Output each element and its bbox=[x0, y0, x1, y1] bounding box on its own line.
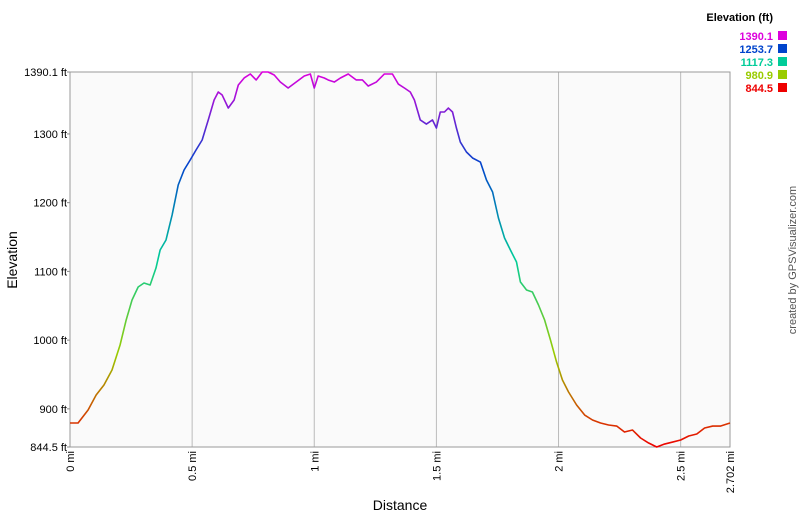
x-tick-label: 0.5 mi bbox=[187, 451, 199, 481]
legend-swatch bbox=[778, 83, 787, 92]
x-tick-label: 2.702 mi bbox=[725, 451, 737, 493]
y-tick-label: 1200 ft bbox=[33, 198, 67, 210]
legend-swatch bbox=[778, 57, 787, 66]
legend-swatch bbox=[778, 31, 787, 40]
legend-label: 844.5 bbox=[745, 83, 773, 95]
x-tick-label: 2 mi bbox=[554, 451, 566, 472]
y-tick-label: 1100 ft bbox=[34, 266, 67, 278]
x-tick-label: 2.5 mi bbox=[676, 451, 688, 481]
y-tick-label: 1390.1 ft bbox=[24, 67, 67, 79]
y-tick-label: 900 ft bbox=[39, 404, 67, 416]
x-tick-label: 1.5 mi bbox=[431, 451, 443, 481]
credit: created by GPSVisualizer.com bbox=[787, 186, 799, 334]
legend-label: 980.9 bbox=[745, 70, 773, 82]
legend-swatch bbox=[778, 44, 787, 53]
y-tick-label: 1300 ft bbox=[33, 129, 67, 141]
x-tick-label: 1 mi bbox=[309, 451, 321, 472]
y-tick-label: 844.5 ft bbox=[30, 442, 67, 454]
plot-border bbox=[69, 71, 731, 448]
y-tick-label: 1000 ft bbox=[33, 335, 67, 347]
legend-label: 1117.3 bbox=[741, 57, 773, 69]
legend-swatch bbox=[778, 70, 787, 79]
x-tick-label: 0 mi bbox=[65, 451, 77, 472]
legend-label: 1253.7 bbox=[739, 44, 773, 56]
plot-area bbox=[70, 72, 730, 447]
x-axis-title: Distance bbox=[373, 497, 428, 513]
legend-title: Elevation (ft) bbox=[706, 12, 773, 24]
legend-label: 1390.1 bbox=[739, 31, 773, 43]
y-axis-title: Elevation bbox=[4, 231, 20, 289]
elevation-line bbox=[70, 71, 731, 448]
